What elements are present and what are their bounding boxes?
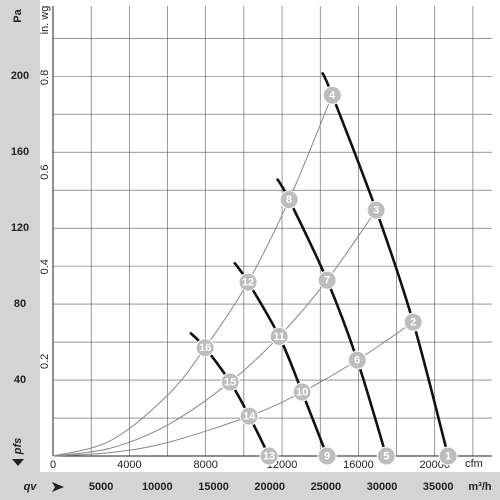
point-marker xyxy=(317,270,337,290)
thin-curve xyxy=(52,95,333,457)
point-marker xyxy=(239,406,259,426)
x2-tick-label: 25000 xyxy=(311,481,342,493)
point-marker xyxy=(322,85,342,105)
point-marker xyxy=(279,190,299,210)
x2-tick-label: 35000 xyxy=(423,481,454,493)
point-marker xyxy=(347,350,367,370)
point-marker xyxy=(195,338,215,358)
grid xyxy=(53,6,492,456)
thick-curve xyxy=(275,178,388,457)
point-label: 11 xyxy=(273,331,285,343)
point-marker xyxy=(292,382,312,402)
point-marker xyxy=(376,446,396,466)
x2-tick-label: 5000 xyxy=(89,481,113,493)
point-label: 6 xyxy=(354,355,360,367)
y-axis-label: Pa xyxy=(12,8,24,22)
x2-tick-label: 15000 xyxy=(198,481,229,493)
y-tick-label: 200 xyxy=(11,70,29,82)
y-bottom-label: pfs xyxy=(12,438,24,456)
point-label: 7 xyxy=(324,275,330,287)
y2-tick-label: 0.2 xyxy=(39,354,51,369)
left-band xyxy=(0,0,40,472)
point-label: 1 xyxy=(445,450,451,462)
x-tick-label: 8000 xyxy=(193,459,217,471)
point-marker xyxy=(366,200,386,220)
point-marker xyxy=(259,446,279,466)
point-marker xyxy=(438,446,458,466)
point-label: 9 xyxy=(324,450,330,462)
point-label: 5 xyxy=(383,450,389,462)
y2-tick-label: 0.6 xyxy=(39,164,51,179)
y2-tick-label: 0.8 xyxy=(39,70,51,85)
point-marker xyxy=(403,312,423,332)
x2-tick-label: 30000 xyxy=(367,481,398,493)
bottom-band xyxy=(0,472,500,500)
y-tick-label: 40 xyxy=(14,374,26,386)
x-tick-label: 4000 xyxy=(117,459,141,471)
y2-tick-label: 0.4 xyxy=(39,259,51,274)
point-label: 14 xyxy=(243,411,256,423)
arrow-icon xyxy=(12,459,24,466)
point-marker xyxy=(317,446,337,466)
point-label: 2 xyxy=(410,317,416,329)
thin-curve xyxy=(52,209,377,457)
x-axis-label: cfm xyxy=(465,458,483,470)
point-marker xyxy=(220,372,240,392)
y-tick-label: 160 xyxy=(11,146,29,158)
x2-tick-label: 20000 xyxy=(254,481,285,493)
point-label: 12 xyxy=(242,276,254,288)
x2-axis-label: m³/h xyxy=(468,481,492,493)
y2-axis-label: in. wg xyxy=(39,6,51,35)
point-label: 10 xyxy=(296,386,308,398)
x-tick-label: 0 xyxy=(50,459,56,471)
point-label: 8 xyxy=(286,194,292,206)
x-tick-label: 16000 xyxy=(343,459,374,471)
y-tick-label: 80 xyxy=(14,298,26,310)
point-label: 3 xyxy=(373,205,379,217)
x2-tick-label: 10000 xyxy=(142,481,173,493)
point-marker xyxy=(269,326,289,346)
arrow-icon xyxy=(52,482,64,492)
x-bottom-label: qv xyxy=(24,481,38,493)
point-label: 16 xyxy=(199,342,211,354)
point-label: 4 xyxy=(329,90,336,102)
point-label: 13 xyxy=(263,450,275,462)
thick-curve xyxy=(320,71,450,457)
point-marker xyxy=(238,272,258,292)
point-label: 15 xyxy=(224,376,236,388)
y-tick-label: 120 xyxy=(11,222,29,234)
